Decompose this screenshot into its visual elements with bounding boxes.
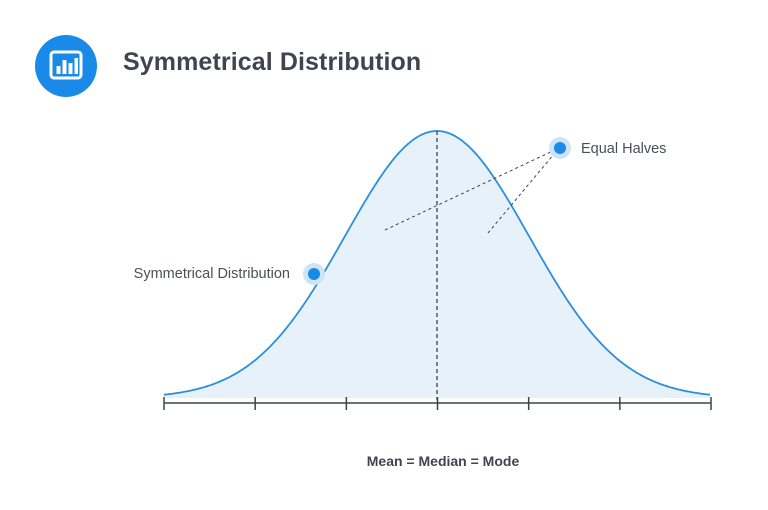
- axis-ticks: [163, 397, 712, 410]
- bar-chart-icon: [35, 35, 97, 97]
- label-symmetrical-distribution: Symmetrical Distribution: [134, 266, 290, 282]
- header: Symmetrical Distribution: [0, 0, 768, 110]
- pointer-line-right-half: [487, 147, 560, 234]
- formula-caption: Mean = Median = Mode: [366, 453, 520, 469]
- page-title: Symmetrical Distribution: [123, 48, 422, 76]
- label-equal-halves: Equal Halves: [581, 141, 666, 157]
- point-right: [554, 142, 566, 154]
- pointer-line-left-half: [384, 147, 560, 231]
- point-left: [308, 268, 320, 280]
